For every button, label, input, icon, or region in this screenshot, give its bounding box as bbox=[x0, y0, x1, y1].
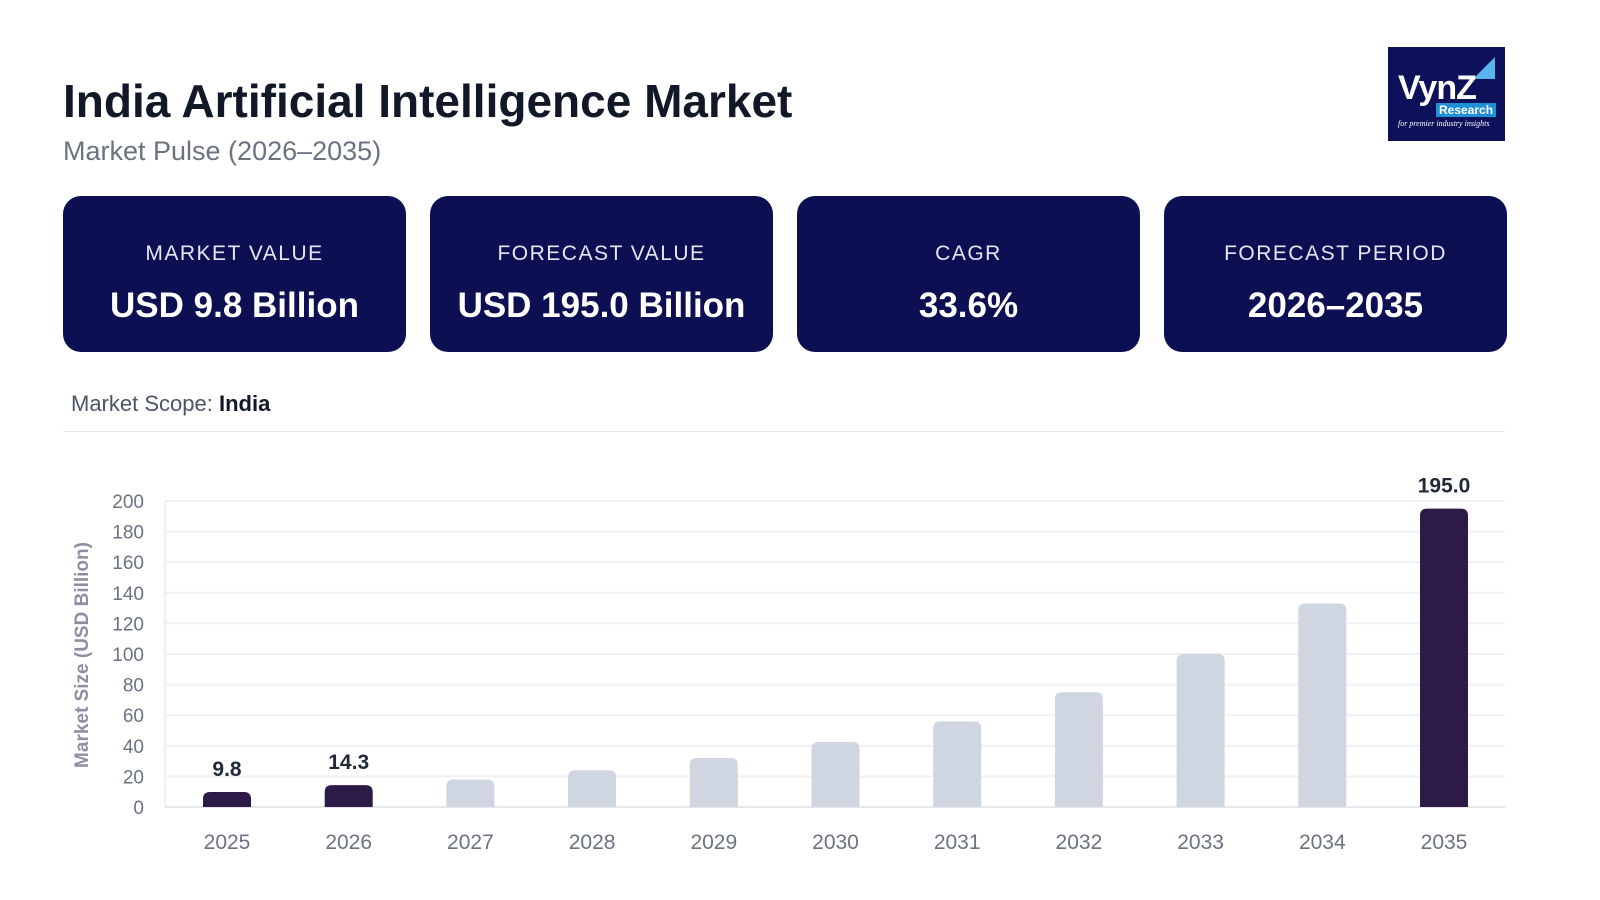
bar-2031 bbox=[933, 721, 982, 807]
card-label: FORECAST VALUE bbox=[497, 242, 706, 265]
bar-2028 bbox=[568, 770, 617, 807]
bar-2030 bbox=[811, 741, 860, 807]
y-tick-label: 200 bbox=[112, 492, 144, 513]
card-forecast-value: FORECAST VALUE USD 195.0 Billion bbox=[430, 196, 773, 352]
y-tick-label: 40 bbox=[123, 737, 144, 758]
y-tick-label: 180 bbox=[112, 523, 144, 544]
y-tick-label: 60 bbox=[123, 706, 144, 727]
data-label: 14.3 bbox=[328, 751, 369, 774]
bar-2032 bbox=[1054, 692, 1103, 807]
bar-2027 bbox=[446, 779, 495, 807]
y-tick-label: 80 bbox=[123, 676, 144, 697]
y-tick-label: 140 bbox=[112, 584, 144, 605]
x-tick-label: 2031 bbox=[934, 831, 981, 854]
bar-chart: 0 20 40 60 80 100 120 140 160 180 200 Market Size (… bbox=[72, 475, 1505, 854]
data-label: 9.8 bbox=[212, 758, 242, 781]
card-forecast-period: FORECAST PERIOD 2026–2035 bbox=[1164, 196, 1507, 352]
x-tick-label: 2033 bbox=[1177, 831, 1224, 854]
card-market-value: MARKET VALUE USD 9.8 Billion bbox=[63, 196, 406, 352]
vynz-logo: VynZ Research for premier industry insig… bbox=[1388, 47, 1505, 141]
page-title: India Artificial Intelligence Market bbox=[63, 75, 793, 127]
logo-mark-icon bbox=[1473, 57, 1495, 79]
x-tick-label: 2035 bbox=[1421, 831, 1468, 854]
x-tick-label: 2026 bbox=[325, 831, 372, 854]
market-scope: Market Scope: India bbox=[71, 391, 271, 416]
card-label: MARKET VALUE bbox=[145, 242, 324, 265]
y-tick-label: 0 bbox=[133, 798, 144, 819]
y-tick-label: 120 bbox=[112, 614, 144, 635]
bar-2033 bbox=[1176, 654, 1225, 807]
divider bbox=[63, 431, 1505, 432]
x-tick-label: 2032 bbox=[1056, 831, 1103, 854]
x-tick-label: 2030 bbox=[812, 831, 859, 854]
x-tick-label: 2034 bbox=[1299, 831, 1346, 854]
card-value: USD 9.8 Billion bbox=[110, 286, 359, 325]
card-value: USD 195.0 Billion bbox=[457, 286, 746, 325]
y-tick-label: 100 bbox=[112, 645, 144, 666]
card-cagr: CAGR 33.6% bbox=[797, 196, 1140, 352]
x-tick-label: 2029 bbox=[690, 831, 737, 854]
data-label: 195.0 bbox=[1418, 475, 1471, 498]
card-value: 2026–2035 bbox=[1247, 286, 1424, 325]
bar-2025 bbox=[203, 792, 251, 807]
bar-2034 bbox=[1298, 603, 1347, 807]
y-axis-label: Market Size (USD Billion) bbox=[72, 542, 93, 768]
y-tick-label: 160 bbox=[112, 553, 144, 574]
x-tick-label: 2027 bbox=[447, 831, 494, 854]
bar-2035 bbox=[1420, 508, 1468, 807]
bar-2029 bbox=[689, 758, 738, 807]
scope-value: India bbox=[218, 391, 271, 416]
card-label: CAGR bbox=[935, 242, 1002, 265]
card-label: FORECAST PERIOD bbox=[1224, 242, 1447, 265]
card-value: 33.6% bbox=[918, 286, 1019, 325]
x-tick-label: 2028 bbox=[569, 831, 616, 854]
y-tick-label: 20 bbox=[123, 767, 144, 788]
x-tick-label: 2025 bbox=[204, 831, 251, 854]
page-subtitle: Market Pulse (2026–2035) bbox=[63, 136, 382, 166]
bar-2026 bbox=[324, 785, 373, 807]
kpi-cards: MARKET VALUE USD 9.8 Billion FORECAST VAL… bbox=[63, 196, 1507, 352]
